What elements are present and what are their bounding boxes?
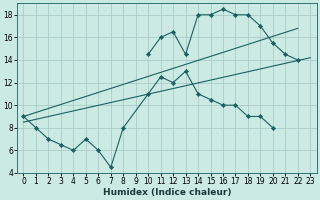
X-axis label: Humidex (Indice chaleur): Humidex (Indice chaleur) [103,188,231,197]
